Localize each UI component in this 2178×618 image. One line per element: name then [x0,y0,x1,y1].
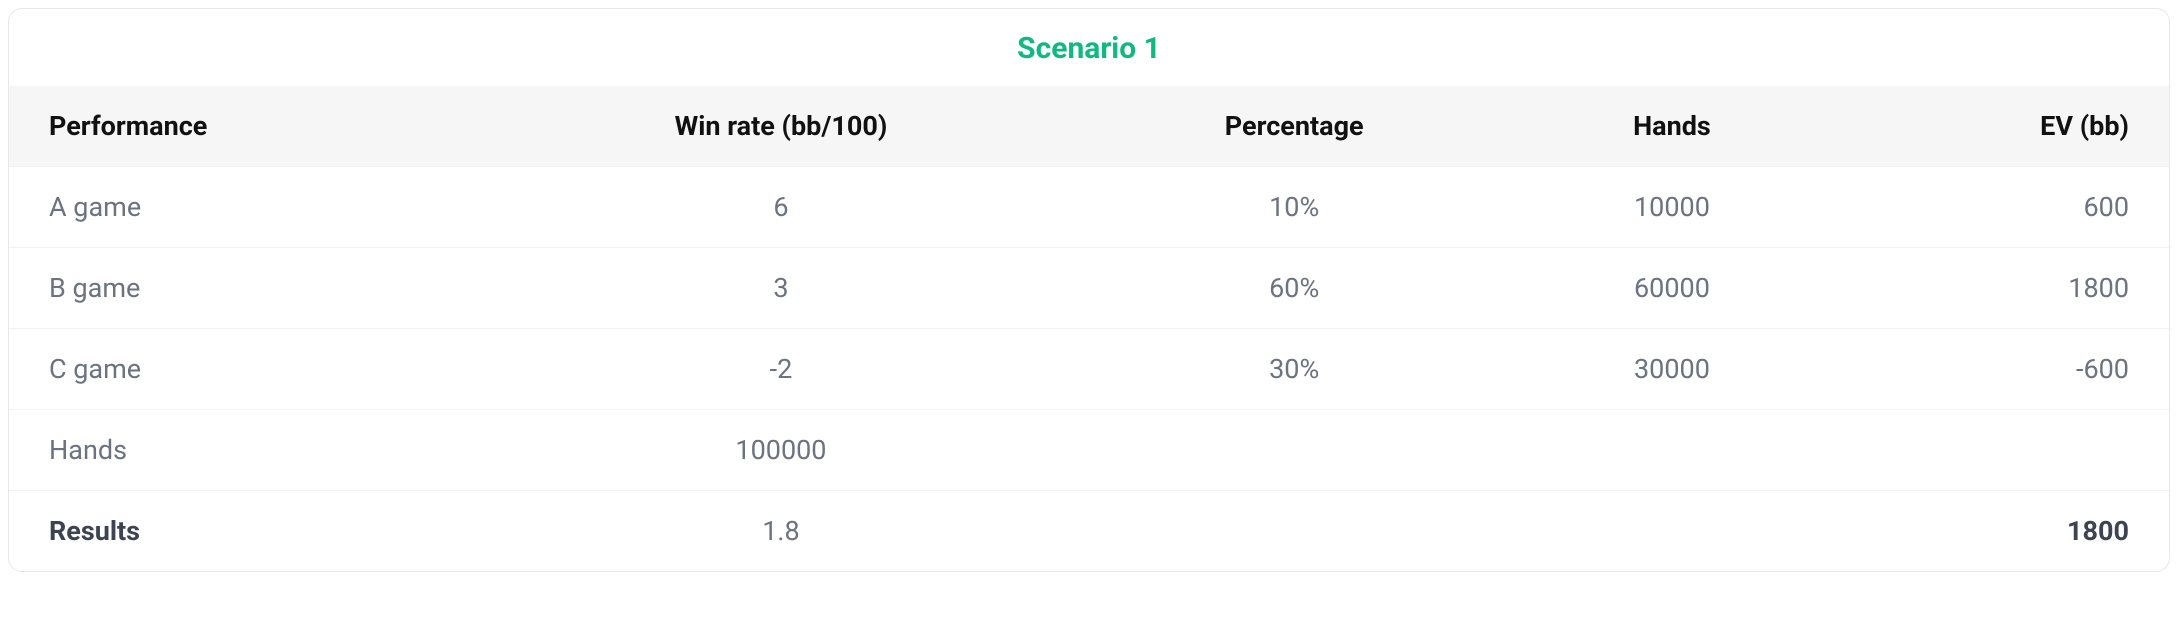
cell-winrate: 100000 [487,410,1074,491]
col-winrate: Win rate (bb/100) [487,86,1074,167]
cell-percentage [1075,410,1514,491]
cell-performance: Results [9,491,487,572]
cell-percentage [1075,491,1514,572]
cell-hands: 30000 [1514,329,1830,410]
cell-ev: 1800 [1830,491,2169,572]
table-header-row: Performance Win rate (bb/100) Percentage… [9,86,2169,167]
cell-hands: 10000 [1514,167,1830,248]
table-row-results: Results 1.8 1800 [9,491,2169,572]
cell-hands [1514,491,1830,572]
cell-ev: 600 [1830,167,2169,248]
cell-winrate: -2 [487,329,1074,410]
cell-performance: B game [9,248,487,329]
cell-hands: 60000 [1514,248,1830,329]
cell-percentage: 60% [1075,248,1514,329]
cell-percentage: 30% [1075,329,1514,410]
cell-winrate: 6 [487,167,1074,248]
cell-hands [1514,410,1830,491]
cell-ev: -600 [1830,329,2169,410]
table-row: Hands 100000 [9,410,2169,491]
col-ev: EV (bb) [1830,86,2169,167]
cell-winrate: 1.8 [487,491,1074,572]
scenario-table-card: Scenario 1 Performance Win rate (bb/100)… [8,8,2170,572]
cell-performance: Hands [9,410,487,491]
col-performance: Performance [9,86,487,167]
col-hands: Hands [1514,86,1830,167]
table-row: B game 3 60% 60000 1800 [9,248,2169,329]
cell-percentage: 10% [1075,167,1514,248]
cell-ev: 1800 [1830,248,2169,329]
table-title: Scenario 1 [9,9,2169,86]
cell-performance: C game [9,329,487,410]
scenario-table: Performance Win rate (bb/100) Percentage… [9,86,2169,571]
cell-ev [1830,410,2169,491]
col-percentage: Percentage [1075,86,1514,167]
cell-performance: A game [9,167,487,248]
table-row: A game 6 10% 10000 600 [9,167,2169,248]
cell-winrate: 3 [487,248,1074,329]
table-row: C game -2 30% 30000 -600 [9,329,2169,410]
